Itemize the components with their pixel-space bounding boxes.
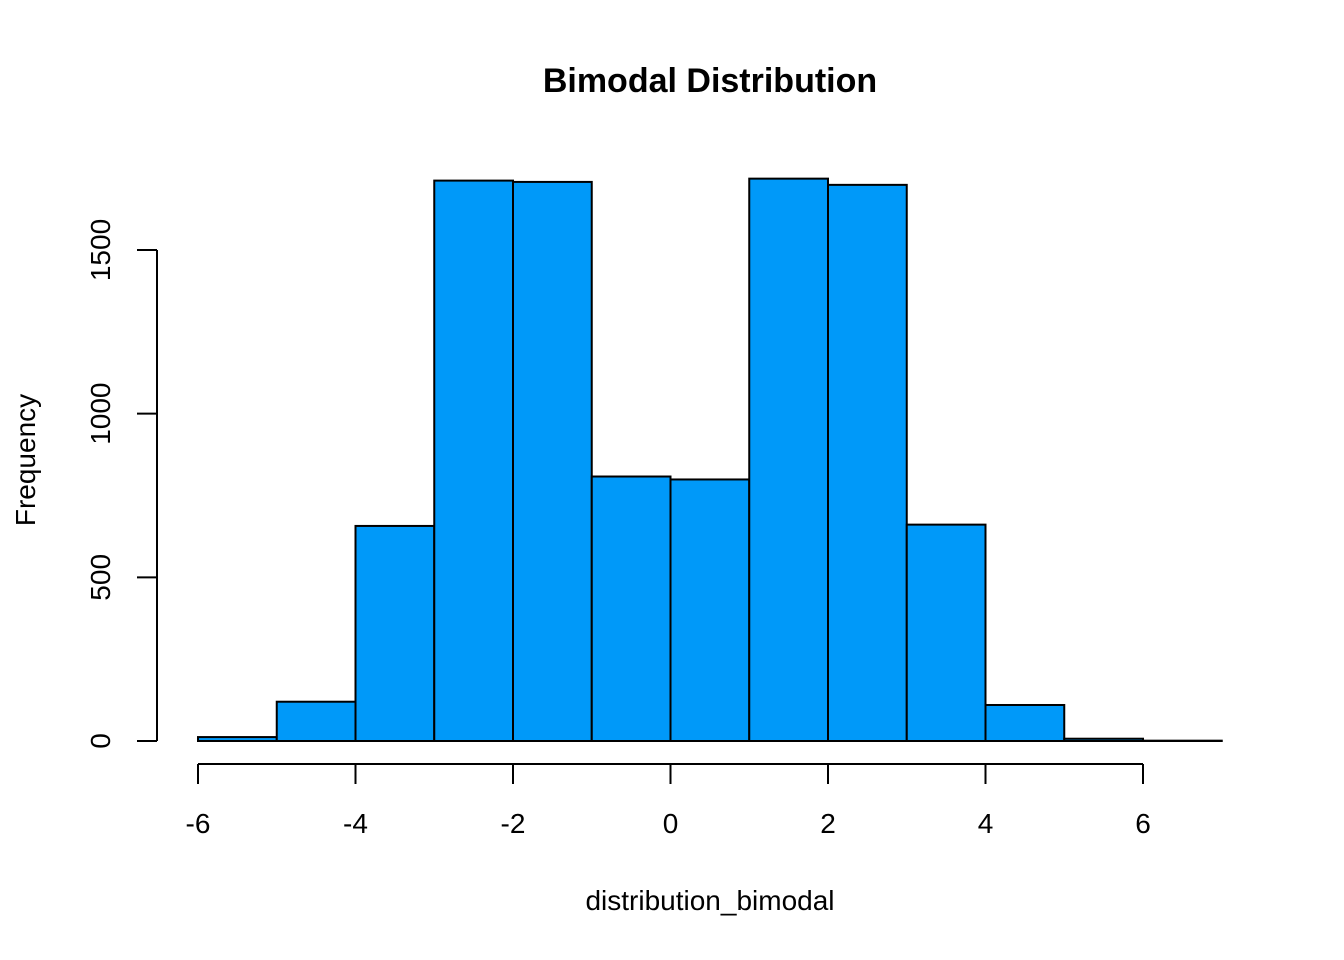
y-axis-label: Frequency [10, 394, 41, 526]
histogram-bar [354, 524, 436, 743]
y-tick-label: 500 [85, 554, 116, 601]
histogram-bar [748, 177, 829, 742]
histogram-bar [197, 736, 278, 743]
x-axis-label: distribution_bimodal [585, 885, 834, 916]
histogram-bar [1063, 737, 1144, 743]
x-tick-label: -2 [501, 808, 526, 839]
histogram-bar [827, 183, 908, 743]
histogram-bar [512, 180, 593, 742]
x-tick-label: 6 [1135, 808, 1151, 839]
histogram-bar [984, 703, 1066, 743]
histogram-bar [433, 179, 514, 742]
histogram-bar [590, 475, 672, 742]
histogram-bar [275, 700, 357, 742]
y-axis: 0 500 1000 1500 [85, 219, 158, 749]
x-tick-label: 4 [978, 808, 994, 839]
chart-title: Bimodal Distribution [543, 62, 877, 100]
y-tick-label: 0 [85, 733, 116, 749]
histogram-bar [905, 523, 987, 743]
x-axis: -6 -4 -2 0 2 4 6 [186, 763, 1151, 839]
y-tick-label: 1000 [85, 383, 116, 445]
x-tick-label: 2 [820, 808, 836, 839]
x-tick-label: -4 [343, 808, 368, 839]
histogram-bar [669, 478, 751, 742]
y-tick-label: 1500 [85, 219, 116, 281]
bars-layer [197, 177, 1223, 743]
x-tick-label: 0 [663, 808, 679, 839]
x-tick-label: -6 [186, 808, 211, 839]
